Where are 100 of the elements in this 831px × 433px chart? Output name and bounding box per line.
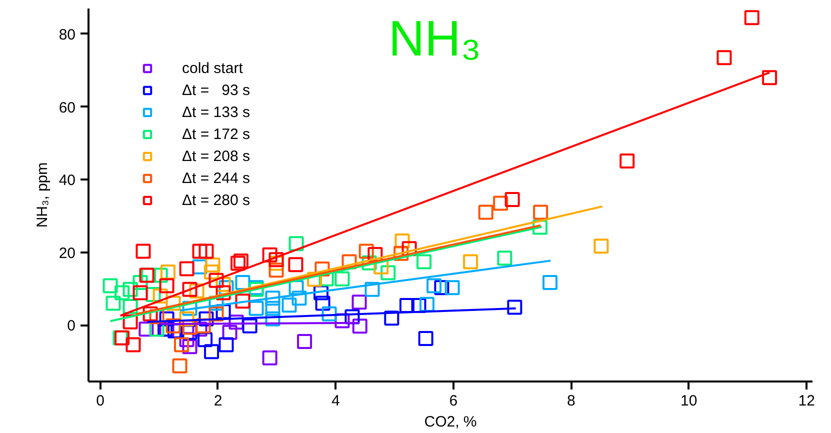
point xyxy=(160,264,176,280)
point xyxy=(288,257,304,272)
point xyxy=(152,268,168,283)
point xyxy=(182,320,198,335)
legend-label: Δt = 172 s xyxy=(182,126,250,142)
point xyxy=(242,318,258,334)
point xyxy=(314,285,329,300)
point xyxy=(132,275,148,290)
point xyxy=(182,300,198,316)
point xyxy=(434,280,450,296)
point xyxy=(314,262,330,277)
x-tick-label: 0 xyxy=(96,392,104,410)
point xyxy=(265,290,280,306)
point xyxy=(205,258,220,273)
x-tick-label: 6 xyxy=(449,392,458,410)
point xyxy=(208,272,224,288)
point xyxy=(179,311,194,326)
point xyxy=(159,278,174,294)
point xyxy=(268,262,284,278)
point xyxy=(114,285,130,300)
point xyxy=(419,296,434,312)
point xyxy=(368,247,383,262)
point xyxy=(342,254,357,270)
point xyxy=(292,290,307,306)
point xyxy=(136,244,151,259)
point xyxy=(288,236,304,252)
point xyxy=(265,300,280,316)
point xyxy=(620,153,635,168)
point xyxy=(542,275,558,290)
point xyxy=(172,358,188,374)
point xyxy=(497,250,512,266)
point xyxy=(122,299,138,314)
point xyxy=(426,278,442,294)
point xyxy=(394,246,409,261)
point xyxy=(362,255,377,270)
point xyxy=(533,204,548,220)
x-tick-label: 12 xyxy=(798,392,815,410)
legend-label: Δt = 208 s xyxy=(182,148,250,164)
point xyxy=(493,196,508,211)
point xyxy=(216,276,231,292)
point xyxy=(174,337,189,352)
point xyxy=(265,311,280,326)
point xyxy=(142,306,158,322)
point xyxy=(182,339,198,354)
point xyxy=(122,314,138,330)
point xyxy=(444,280,460,296)
point xyxy=(235,275,250,290)
y-tick-label: 80 xyxy=(58,26,76,44)
point xyxy=(532,220,548,235)
point xyxy=(228,314,244,330)
y-tick-label: 40 xyxy=(58,172,76,190)
point xyxy=(288,280,304,296)
x-axis-title: CO2, % xyxy=(424,414,477,430)
x-tick-label: 10 xyxy=(680,392,698,410)
point xyxy=(716,50,732,66)
legend-label: Δt = 244 s xyxy=(182,170,250,186)
point xyxy=(380,265,396,280)
legend-label: cold start xyxy=(182,60,243,76)
legend-label: Δt = 93 s xyxy=(182,82,250,98)
point xyxy=(222,324,238,340)
point xyxy=(204,264,220,280)
point xyxy=(384,310,400,326)
point xyxy=(322,306,337,322)
point xyxy=(146,287,161,302)
point xyxy=(248,300,264,316)
point xyxy=(463,254,478,270)
point xyxy=(189,283,204,298)
point xyxy=(179,261,194,276)
legend-label: Δt = 280 s xyxy=(182,192,250,208)
point xyxy=(102,278,118,294)
y-tick-label: 60 xyxy=(58,99,76,116)
point xyxy=(262,350,278,366)
point xyxy=(106,296,121,311)
point xyxy=(149,309,164,324)
point xyxy=(352,294,367,310)
point xyxy=(198,311,214,326)
point xyxy=(334,313,350,328)
point xyxy=(416,254,432,270)
point xyxy=(192,244,208,259)
point xyxy=(762,70,778,86)
point xyxy=(196,318,211,334)
point xyxy=(504,192,520,208)
point xyxy=(138,322,154,337)
point xyxy=(216,285,231,300)
point xyxy=(166,296,181,311)
legend-label: Δt = 133 s xyxy=(182,104,250,120)
point xyxy=(394,234,410,249)
point xyxy=(262,247,278,262)
x-tick-label: 8 xyxy=(566,392,576,410)
point xyxy=(198,332,213,348)
x-tick-label: 2 xyxy=(214,392,222,410)
point xyxy=(216,304,231,320)
point xyxy=(122,282,138,297)
point xyxy=(159,311,174,326)
point xyxy=(507,300,522,315)
point xyxy=(204,344,220,360)
point xyxy=(352,318,368,334)
point xyxy=(166,318,181,334)
point xyxy=(235,294,250,309)
point xyxy=(218,337,234,352)
